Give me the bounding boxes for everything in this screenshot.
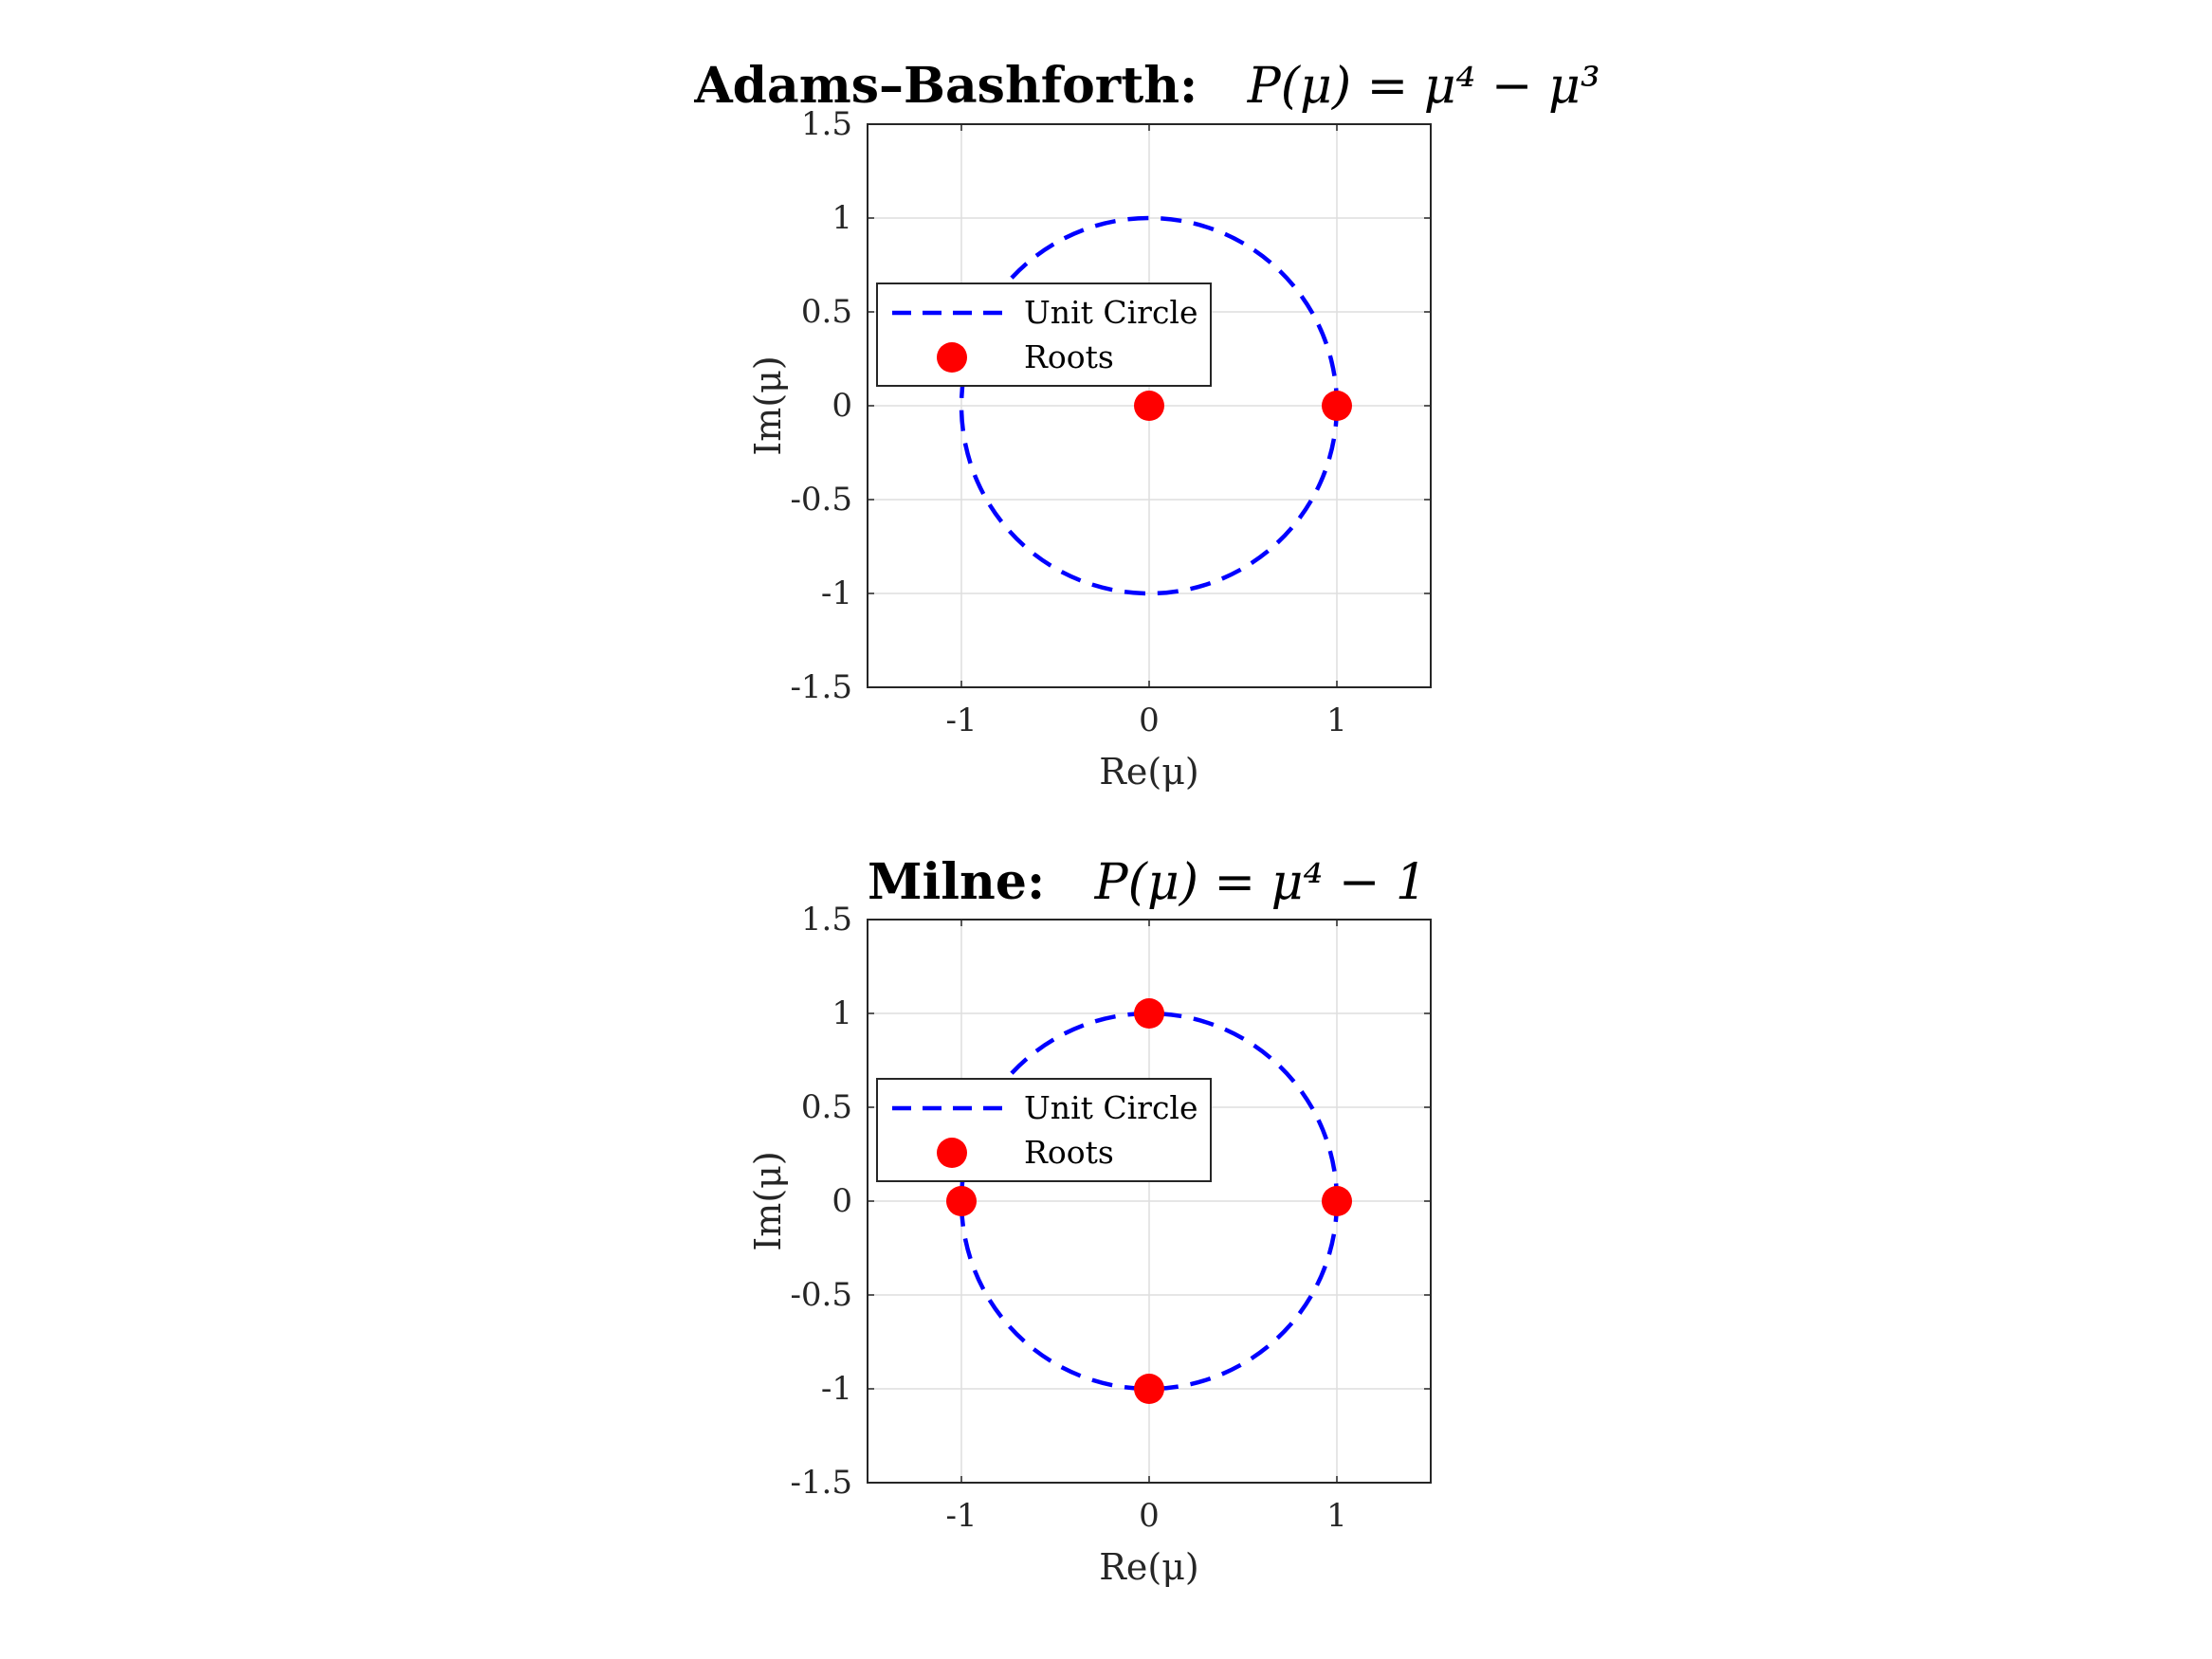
y-tick-label: 0.5 [801,293,852,331]
root-marker [1322,391,1352,421]
root-marker [1134,1374,1164,1404]
legend-unit-circle-label: Unit Circle [1024,294,1198,331]
x-axis-label: Re(μ) [1099,751,1198,793]
y-axis-label: Im(μ) [747,356,789,455]
plot-milne: Milne: P(μ) = μ⁴ − 1 -1 0 1 1.5 1 0.5 0 -0.5 -1 -… [747,853,1432,1588]
title-method: Adams–Bashforth: [693,57,1197,115]
x-axis-label: Re(μ) [1099,1546,1198,1588]
y-tick-label: 1 [832,994,852,1032]
x-tick-label: 1 [1326,702,1347,739]
axes-frame [867,919,1432,1484]
x-tick-label: 1 [1326,1497,1347,1535]
legend-roots-swatch [937,1138,967,1168]
y-axis-label: Im(μ) [747,1151,789,1250]
title-method: Milne: [868,853,1045,911]
x-tick-label: 0 [1139,702,1160,739]
axes-frame [867,123,1432,688]
y-tick-label: 0 [832,387,852,425]
legend-roots-swatch [937,342,967,373]
y-tick-label: 0.5 [801,1088,852,1126]
root-marker [1134,391,1164,421]
legend-unit-circle-label: Unit Circle [1024,1089,1198,1126]
y-tick-label: 1.5 [801,105,852,143]
y-tick-label: -1 [821,1370,852,1408]
y-tick-label: -0.5 [790,481,852,519]
y-tick-label: -0.5 [790,1276,852,1314]
plot-title: Adams–Bashforth: P(μ) = μ⁴ − μ³ [693,57,1600,115]
x-tick-label: 0 [1139,1497,1160,1535]
legend-roots-label: Roots [1024,338,1114,375]
legend-roots-label: Roots [1024,1134,1114,1171]
plot-adams-bashforth: Adams–Bashforth: P(μ) = μ⁴ − μ³ -1 0 1 1.5 1… [693,57,1600,793]
y-tick-label: -1 [821,574,852,612]
root-marker [1134,998,1164,1029]
title-equation: P(μ) = μ⁴ − μ³ [1247,58,1600,115]
legend-box [876,1078,1212,1182]
root-marker [946,1186,977,1216]
y-tick-label: 1 [832,199,852,237]
root-marker [1322,1186,1352,1216]
legend-box [876,283,1212,387]
x-tick-label: -1 [945,702,977,739]
y-tick-label: 0 [832,1182,852,1220]
y-tick-label: -1.5 [790,1464,852,1502]
y-tick-label: 1.5 [801,901,852,939]
title-equation: P(μ) = μ⁴ − 1 [1094,854,1427,911]
plot-title: Milne: P(μ) = μ⁴ − 1 [868,853,1427,911]
x-tick-label: -1 [945,1497,977,1535]
y-tick-label: -1.5 [790,668,852,706]
